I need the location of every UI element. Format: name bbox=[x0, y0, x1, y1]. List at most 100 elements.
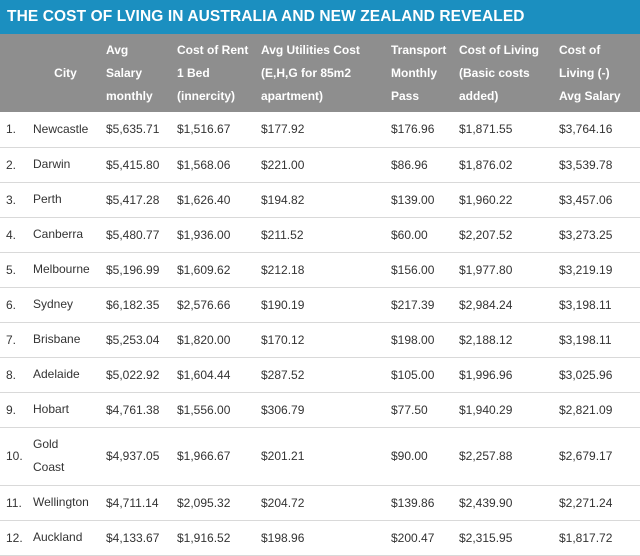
rank-cell: 11. bbox=[0, 485, 27, 521]
rent-cell: $1,604.44 bbox=[175, 357, 259, 393]
salary-cell: $5,196.99 bbox=[104, 252, 175, 288]
table-row: 9. Hobart $4,761.38 $1,556.00 $306.79 $77.50 $… bbox=[0, 392, 640, 428]
city-cell: Auckland bbox=[27, 520, 104, 556]
column-header-salary: Avg Salary monthly bbox=[106, 42, 153, 103]
salary-cell: $5,635.71 bbox=[104, 112, 175, 148]
rank-cell: 4. bbox=[0, 217, 27, 253]
table-row: 8. Adelaide $5,022.92 $1,604.44 $287.52 $105.… bbox=[0, 357, 640, 393]
table-row: 2. Darwin $5,415.80 $1,568.06 $221.00 $86.96 $… bbox=[0, 147, 640, 183]
table-row: 6. Sydney $6,182.35 $2,576.66 $190.19 $217.39… bbox=[0, 287, 640, 323]
transport-cell: $105.00 bbox=[389, 357, 457, 393]
rent-cell: $1,820.00 bbox=[175, 322, 259, 358]
transport-cell: $200.47 bbox=[389, 520, 457, 556]
cost-of-living-cell: $1,996.96 bbox=[457, 357, 557, 393]
rank-cell: 7. bbox=[0, 322, 27, 358]
utilities-cell: $211.52 bbox=[259, 217, 389, 253]
rank-cell: 3. bbox=[0, 182, 27, 218]
column-header-utilities: Avg Utilities Cost (E,H,G for 85m2 apart… bbox=[261, 42, 360, 103]
rent-cell: $2,095.32 bbox=[175, 485, 259, 521]
utilities-cell: $190.19 bbox=[259, 287, 389, 323]
salary-cell: $5,253.04 bbox=[104, 322, 175, 358]
table-row: 4. Canberra $5,480.77 $1,936.00 $211.52 $60.0… bbox=[0, 217, 640, 253]
transport-cell: $217.39 bbox=[389, 287, 457, 323]
city-cell: Gold Coast bbox=[27, 427, 104, 486]
rank-cell: 10. bbox=[0, 427, 27, 486]
net-cell: $3,198.11 bbox=[557, 287, 640, 323]
utilities-cell: $306.79 bbox=[259, 392, 389, 428]
table-row: 5. Melbourne $5,196.99 $1,609.62 $212.18 $156… bbox=[0, 252, 640, 288]
transport-cell: $90.00 bbox=[389, 427, 457, 486]
net-cell: $3,273.25 bbox=[557, 217, 640, 253]
net-cell: $3,457.06 bbox=[557, 182, 640, 218]
rent-cell: $1,568.06 bbox=[175, 147, 259, 183]
utilities-cell: $177.92 bbox=[259, 112, 389, 148]
transport-cell: $77.50 bbox=[389, 392, 457, 428]
column-header-cost-of-living: Cost of Living (Basic costs added) bbox=[459, 42, 539, 103]
column-header-net: Cost of Living (-) Avg Salary bbox=[559, 42, 621, 103]
rent-cell: $1,626.40 bbox=[175, 182, 259, 218]
column-header-city: City bbox=[54, 65, 77, 80]
city-cell: Brisbane bbox=[27, 322, 104, 358]
page-title: THE COST OF LVING IN AUSTRALIA AND NEW Z… bbox=[0, 0, 640, 34]
city-cell: Sydney bbox=[27, 287, 104, 323]
salary-cell: $4,937.05 bbox=[104, 427, 175, 486]
city-cell: Darwin bbox=[27, 147, 104, 183]
salary-cell: $4,761.38 bbox=[104, 392, 175, 428]
cost-of-living-cell: $1,876.02 bbox=[457, 147, 557, 183]
salary-cell: $5,022.92 bbox=[104, 357, 175, 393]
cost-of-living-table: City Avg Salary monthly Cost of Rent 1 B… bbox=[0, 34, 640, 556]
transport-cell: $139.86 bbox=[389, 485, 457, 521]
cost-of-living-cell: $2,984.24 bbox=[457, 287, 557, 323]
cost-of-living-cell: $2,315.95 bbox=[457, 520, 557, 556]
rank-cell: 9. bbox=[0, 392, 27, 428]
cost-of-living-cell: $2,188.12 bbox=[457, 322, 557, 358]
cost-of-living-cell: $1,940.29 bbox=[457, 392, 557, 428]
transport-cell: $139.00 bbox=[389, 182, 457, 218]
net-cell: $2,679.17 bbox=[557, 427, 640, 486]
rent-cell: $1,556.00 bbox=[175, 392, 259, 428]
utilities-cell: $221.00 bbox=[259, 147, 389, 183]
city-cell: Melbourne bbox=[27, 252, 104, 288]
city-cell: Hobart bbox=[27, 392, 104, 428]
transport-cell: $86.96 bbox=[389, 147, 457, 183]
transport-cell: $60.00 bbox=[389, 217, 457, 253]
city-cell: Canberra bbox=[27, 217, 104, 253]
salary-cell: $5,480.77 bbox=[104, 217, 175, 253]
rank-cell: 6. bbox=[0, 287, 27, 323]
rank-cell: 1. bbox=[0, 112, 27, 148]
rank-cell: 5. bbox=[0, 252, 27, 288]
cost-of-living-cell: $2,257.88 bbox=[457, 427, 557, 486]
salary-cell: $4,711.14 bbox=[104, 485, 175, 521]
city-cell: Adelaide bbox=[27, 357, 104, 393]
rent-cell: $2,576.66 bbox=[175, 287, 259, 323]
utilities-cell: $194.82 bbox=[259, 182, 389, 218]
rent-cell: $1,936.00 bbox=[175, 217, 259, 253]
table-row: 11. Wellington $4,711.14 $2,095.32 $204.72 $1… bbox=[0, 485, 640, 521]
table-row: 7. Brisbane $5,253.04 $1,820.00 $170.12 $198.… bbox=[0, 322, 640, 358]
net-cell: $3,025.96 bbox=[557, 357, 640, 393]
column-header-transport: Transport Monthly Pass bbox=[391, 42, 447, 103]
utilities-cell: $287.52 bbox=[259, 357, 389, 393]
salary-cell: $5,417.28 bbox=[104, 182, 175, 218]
transport-cell: $176.96 bbox=[389, 112, 457, 148]
rank-cell: 12. bbox=[0, 520, 27, 556]
utilities-cell: $170.12 bbox=[259, 322, 389, 358]
rent-cell: $1,966.67 bbox=[175, 427, 259, 486]
table-row: 10. Gold Coast $4,937.05 $1,966.67 $201.21 $9… bbox=[0, 427, 640, 486]
utilities-cell: $198.96 bbox=[259, 520, 389, 556]
rank-cell: 2. bbox=[0, 147, 27, 183]
rank-cell: 8. bbox=[0, 357, 27, 393]
cost-of-living-cell: $1,871.55 bbox=[457, 112, 557, 148]
table-header: City Avg Salary monthly Cost of Rent 1 B… bbox=[0, 34, 640, 112]
salary-cell: $5,415.80 bbox=[104, 147, 175, 183]
net-cell: $3,764.16 bbox=[557, 112, 640, 148]
table-row: 1. Newcastle $5,635.71 $1,516.67 $177.92 $176… bbox=[0, 112, 640, 148]
rent-cell: $1,916.52 bbox=[175, 520, 259, 556]
table-row: 12. Auckland $4,133.67 $1,916.52 $198.96 $200… bbox=[0, 520, 640, 556]
column-header-rent: Cost of Rent 1 Bed (innercity) bbox=[177, 42, 249, 103]
utilities-cell: $212.18 bbox=[259, 252, 389, 288]
rent-cell: $1,609.62 bbox=[175, 252, 259, 288]
net-cell: $2,821.09 bbox=[557, 392, 640, 428]
transport-cell: $198.00 bbox=[389, 322, 457, 358]
rent-cell: $1,516.67 bbox=[175, 112, 259, 148]
